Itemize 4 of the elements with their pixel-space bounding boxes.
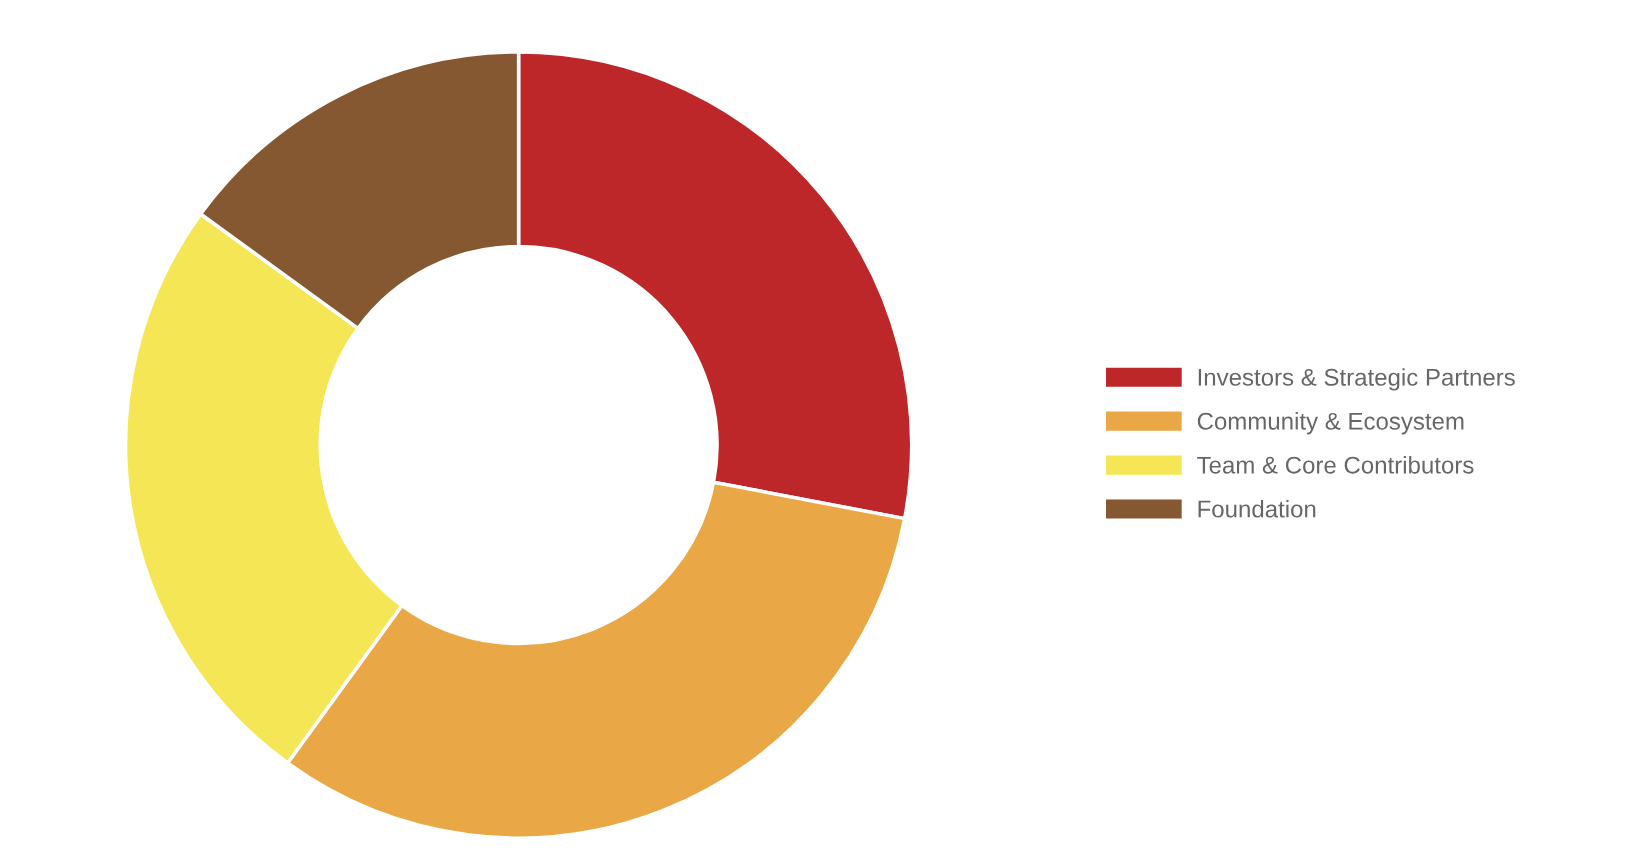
legend-label: Team & Core Contributors <box>1197 456 1474 474</box>
legend-label: Foundation <box>1198 499 1316 518</box>
legend-label: Investors & Strategic Partners <box>1198 368 1515 391</box>
legend-label: Community & Ecosystem <box>1197 412 1464 435</box>
